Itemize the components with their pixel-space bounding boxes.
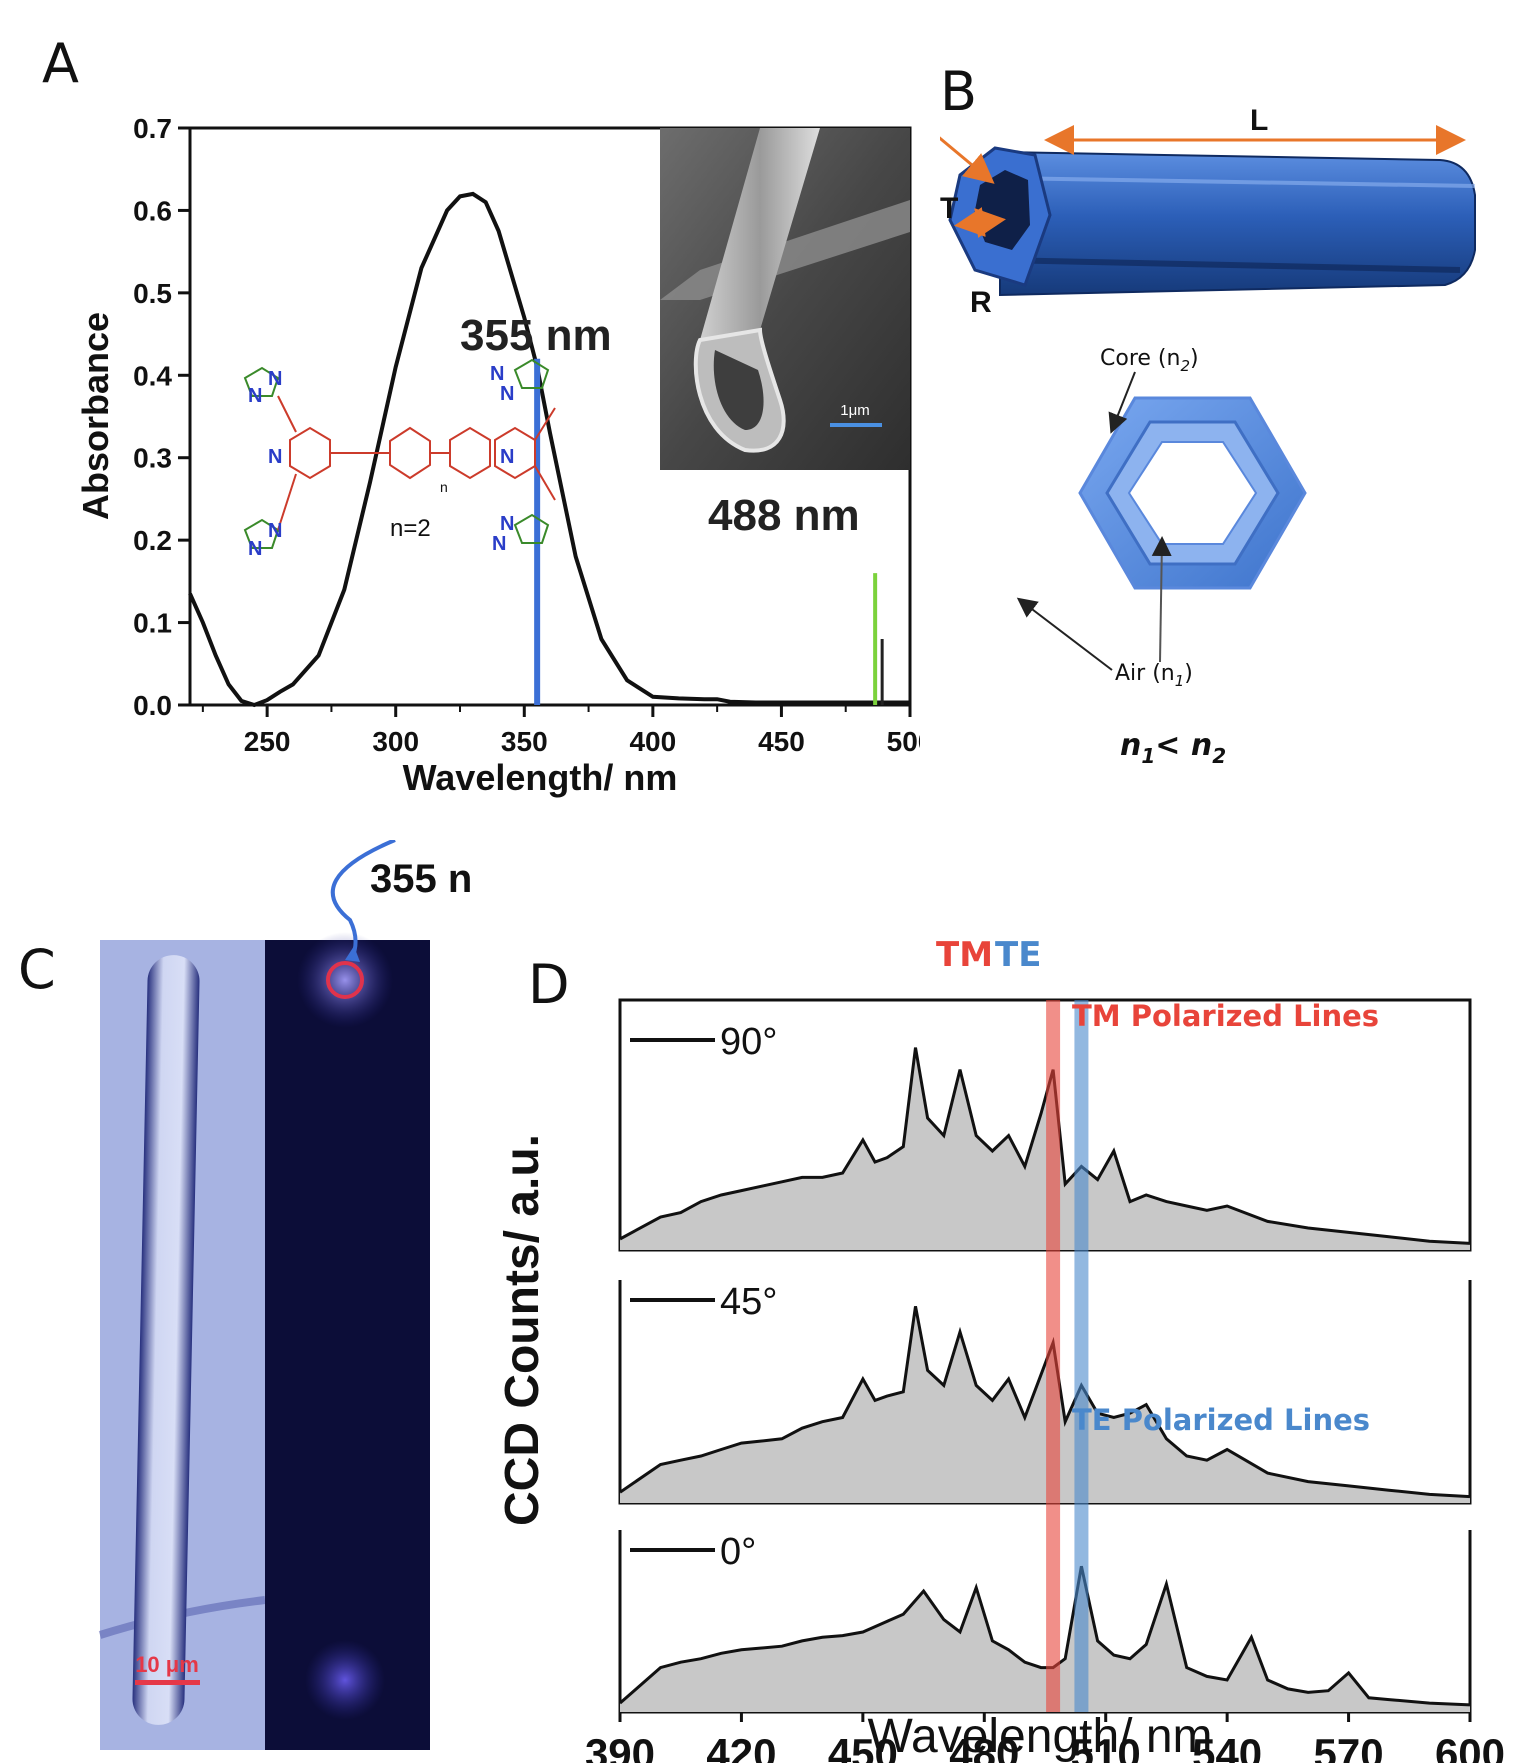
annotation-355nm: 355 nm (460, 311, 612, 360)
svg-text:N: N (248, 538, 262, 560)
svg-text:N: N (500, 446, 514, 468)
band-te (1074, 1000, 1089, 1712)
scale-label-c: 10 μm (135, 1652, 199, 1677)
refractive-index-relation: n1< n2 (1120, 728, 1226, 768)
d-xtick-label: 540 (1192, 1730, 1262, 1763)
panel-b-letter: B (940, 60, 978, 123)
d-xtick-label: 420 (706, 1730, 776, 1763)
d-xtick-label: 450 (828, 1730, 898, 1763)
a-ytick-label: 0.3 (133, 443, 172, 474)
a-xtick-label: 450 (758, 726, 805, 757)
a-xtick-label: 500 (887, 726, 920, 757)
sem-inset: 1μm (660, 128, 910, 470)
te-polarized-label: TE Polarized Lines (1072, 1403, 1370, 1437)
svg-text:N: N (500, 383, 514, 405)
svg-text:N: N (492, 533, 506, 555)
svg-text:N: N (268, 520, 282, 542)
absorbance-curve (188, 191, 910, 708)
cross-section-air (1127, 441, 1258, 545)
d-spectrum-line (619, 1565, 1471, 1707)
a-ytick-label: 0.2 (133, 525, 172, 556)
panel-c-micrographs: 10 μm 355 nm (98, 840, 470, 1750)
dark-field-image (265, 940, 430, 1750)
label-L: L (1250, 104, 1268, 137)
svg-text:N: N (490, 363, 504, 385)
d-area-fill (620, 1306, 1470, 1503)
d-spectrum-line (619, 1047, 1471, 1245)
excitation-label: 355 nm (370, 857, 470, 901)
d-ylabel: CCD Counts/ a.u. (496, 1134, 549, 1526)
d-xtick-label: 510 (1071, 1730, 1141, 1763)
d-series-angle: 0° (720, 1531, 756, 1573)
molecule-labels: NN NN N NN N NN (248, 363, 514, 560)
excitation-spot (326, 961, 364, 999)
panel-d-letter: D (528, 953, 570, 1016)
d-xtick-label: 570 (1314, 1730, 1384, 1763)
molecule-n-label: n=2 (390, 515, 431, 542)
a-xtick-label: 300 (372, 726, 419, 757)
d-series-angle: 45° (720, 1281, 777, 1323)
d-series-angle: 90° (720, 1021, 777, 1063)
a-ytick-label: 0.5 (133, 278, 172, 309)
a-ytick-label: 0.7 (133, 113, 172, 144)
panel-a-letter: A (42, 32, 79, 95)
panel-a-absorbance-chart: 250 300 350 400 450 500 0.0 0.1 0.2 0.3 0.4 0.5 0.6 0… (75, 113, 920, 798)
a-ylabel: Absorbance (75, 312, 116, 520)
a-ytick-label: 0.4 (133, 360, 172, 391)
d-xlabel: Wavelength/ nm (867, 1710, 1212, 1763)
label-R: R (970, 286, 992, 319)
svg-text:N: N (500, 513, 514, 535)
a-xlabel: Wavelength/ nm (403, 757, 678, 798)
scale-bar-c (135, 1680, 200, 1685)
tube-body (999, 150, 1476, 297)
d-xtick-label: 390 (585, 1730, 655, 1763)
d-area-fill (620, 1047, 1470, 1250)
molecule-n-subscript: n (440, 479, 448, 495)
d-xtick-label: 480 (949, 1730, 1019, 1763)
svg-text:N: N (248, 385, 262, 407)
air-label: Air (n1) (1115, 661, 1193, 690)
a-xtick-label: 350 (501, 726, 548, 757)
d-area-fill (620, 1566, 1470, 1712)
band-tm (1046, 1000, 1061, 1712)
legend-tm: TM (936, 935, 993, 975)
tm-polarized-label: TM Polarized Lines (1072, 999, 1379, 1033)
core-label: Core (n2) (1100, 346, 1199, 375)
a-ytick-label: 0.1 (133, 608, 172, 639)
a-xtick-label: 250 (244, 726, 291, 757)
annotation-488nm: 488 nm (708, 491, 860, 540)
microrod (132, 955, 200, 1725)
legend-te: TE (995, 935, 1041, 975)
sem-scale-label: 1μm (840, 402, 869, 419)
molecule-structure (243, 358, 556, 549)
svg-text:N: N (268, 368, 282, 390)
excitation-beam (330, 840, 396, 959)
a-ytick-label: 0.6 (133, 195, 172, 226)
label-T: T (940, 192, 958, 225)
panel-c-letter: C (18, 938, 56, 1001)
d-xtick-label: 600 (1435, 1730, 1505, 1763)
panel-d-pl-spectra: TM TE 90° 45° 0° TM Polarized Lines TE Pol… (496, 935, 1505, 1763)
panel-b-tube-schematic: L T R Core (n2) Air (n1) n1< n2 (940, 104, 1476, 768)
d-spectrum-line (619, 1306, 1471, 1499)
a-ytick-label: 0.0 (133, 690, 172, 721)
svg-text:N: N (268, 446, 282, 468)
a-xtick-label: 400 (629, 726, 676, 757)
